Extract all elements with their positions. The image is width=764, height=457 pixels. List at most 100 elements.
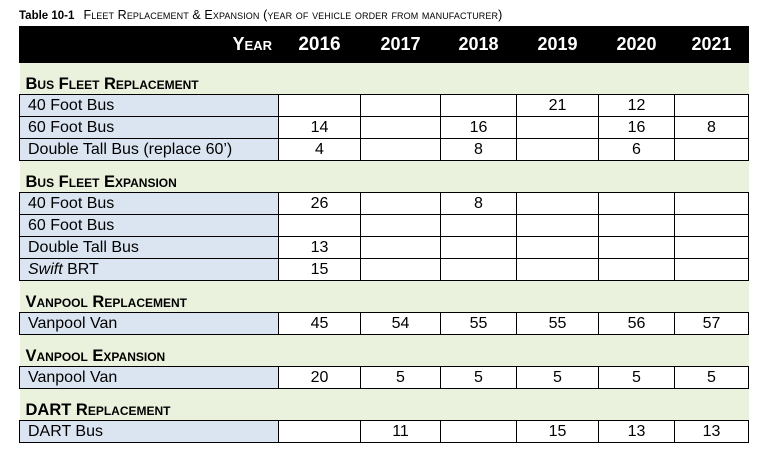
cell-2019: 5 (516, 366, 599, 389)
cell-2016: 15 (278, 258, 361, 281)
year-2017-header: 2017 (360, 26, 441, 63)
cell-2018 (440, 236, 517, 259)
year-2021-header: 2021 (674, 26, 749, 63)
cell-2019 (516, 214, 599, 237)
table-row: Vanpool Van 20 5 5 5 5 5 (19, 366, 749, 389)
cell-2018: 8 (440, 192, 517, 215)
cell-2018 (440, 214, 517, 237)
section-title: Vanpool Replacement (19, 280, 749, 313)
table-row: DART Bus 11 15 13 13 (19, 420, 749, 443)
cell-2021 (674, 138, 749, 161)
cell-2021: 57 (674, 312, 749, 335)
section-title: Vanpool Expansion (19, 334, 749, 367)
section-title: Bus Fleet Expansion (19, 160, 749, 193)
cell-2019 (516, 236, 599, 259)
table-caption: Table 10-1 Fleet Replacement & Expansion… (19, 8, 502, 22)
cell-2021 (674, 94, 749, 117)
cell-2018 (440, 420, 517, 443)
cell-2018: 16 (440, 116, 517, 139)
cell-2018: 55 (440, 312, 517, 335)
row-label: 60 Foot Bus (19, 116, 279, 139)
header-row: Year 2016 2017 2018 2019 2020 2021 (19, 26, 749, 63)
cell-2021 (674, 236, 749, 259)
cell-2016: 45 (278, 312, 361, 335)
cell-2020 (598, 192, 675, 215)
cell-2016: 26 (278, 192, 361, 215)
row-label: Double Tall Bus (replace 60’) (19, 138, 279, 161)
row-label: Vanpool Van (19, 366, 279, 389)
row-label: 60 Foot Bus (19, 214, 279, 237)
table-row: 40 Foot Bus 26 8 (19, 192, 749, 215)
cell-2017: 54 (360, 312, 441, 335)
row-label: Vanpool Van (19, 312, 279, 335)
cell-2020: 5 (598, 366, 675, 389)
cell-2019 (516, 138, 599, 161)
cell-2020: 12 (598, 94, 675, 117)
cell-2016: 13 (278, 236, 361, 259)
cell-2020: 56 (598, 312, 675, 335)
table-row: Double Tall Bus (replace 60’) 4 8 6 (19, 138, 749, 161)
table-row: Vanpool Van 45 54 55 55 56 57 (19, 312, 749, 335)
year-2018-header: 2018 (440, 26, 517, 63)
cell-2017 (360, 94, 441, 117)
table-row: Swift BRT 15 (19, 258, 749, 281)
section-header-row: Vanpool Replacement (19, 280, 749, 313)
row-label: 40 Foot Bus (19, 94, 279, 117)
cell-2017 (360, 138, 441, 161)
cell-2016: 20 (278, 366, 361, 389)
section-title: DART Replacement (19, 388, 749, 421)
year-header: Year (19, 26, 279, 63)
cell-2020: 16 (598, 116, 675, 139)
row-label-text: BRT (62, 261, 99, 278)
cell-2020 (598, 214, 675, 237)
cell-2016: 14 (278, 116, 361, 139)
cell-2016: 4 (278, 138, 361, 161)
cell-2017: 5 (360, 366, 441, 389)
cell-2021: 13 (674, 420, 749, 443)
cell-2017 (360, 116, 441, 139)
cell-2019 (516, 192, 599, 215)
section-header-row: Bus Fleet Expansion (19, 160, 749, 193)
section-header-row: Vanpool Expansion (19, 334, 749, 367)
row-label: Swift BRT (19, 258, 279, 281)
cell-2020: 13 (598, 420, 675, 443)
cell-2018: 5 (440, 366, 517, 389)
cell-2017 (360, 258, 441, 281)
table-row: 60 Foot Bus (19, 214, 749, 237)
cell-2019: 55 (516, 312, 599, 335)
section-header-row: DART Replacement (19, 388, 749, 421)
cell-2017: 11 (360, 420, 441, 443)
cell-2021: 8 (674, 116, 749, 139)
row-label: 40 Foot Bus (19, 192, 279, 215)
section-header-row: Bus Fleet Replacement (19, 62, 749, 95)
fleet-table: Year 2016 2017 2018 2019 2020 2021 Bus F… (19, 26, 749, 443)
cell-2019: 21 (516, 94, 599, 117)
cell-2018 (440, 258, 517, 281)
cell-2019: 15 (516, 420, 599, 443)
table-row: Double Tall Bus 13 (19, 236, 749, 259)
cell-2017 (360, 236, 441, 259)
cell-2017 (360, 192, 441, 215)
cell-2016 (278, 420, 361, 443)
cell-2017 (360, 214, 441, 237)
year-2020-header: 2020 (598, 26, 675, 63)
cell-2018: 8 (440, 138, 517, 161)
cell-2020 (598, 236, 675, 259)
cell-2021 (674, 214, 749, 237)
cell-2019 (516, 258, 599, 281)
cell-2018 (440, 94, 517, 117)
cell-2021 (674, 258, 749, 281)
cell-2016 (278, 214, 361, 237)
table-row: 60 Foot Bus 14 16 16 8 (19, 116, 749, 139)
cell-2016 (278, 94, 361, 117)
year-2019-header: 2019 (516, 26, 599, 63)
cell-2021 (674, 192, 749, 215)
row-label: DART Bus (19, 420, 279, 443)
row-label-italic: Swift (28, 261, 63, 278)
cell-2021: 5 (674, 366, 749, 389)
table-row: 40 Foot Bus 21 12 (19, 94, 749, 117)
table-number: Table 10-1 (19, 10, 75, 22)
table-title: Fleet Replacement & Expansion (year of v… (83, 8, 503, 22)
section-title: Bus Fleet Replacement (19, 62, 749, 95)
cell-2020 (598, 258, 675, 281)
